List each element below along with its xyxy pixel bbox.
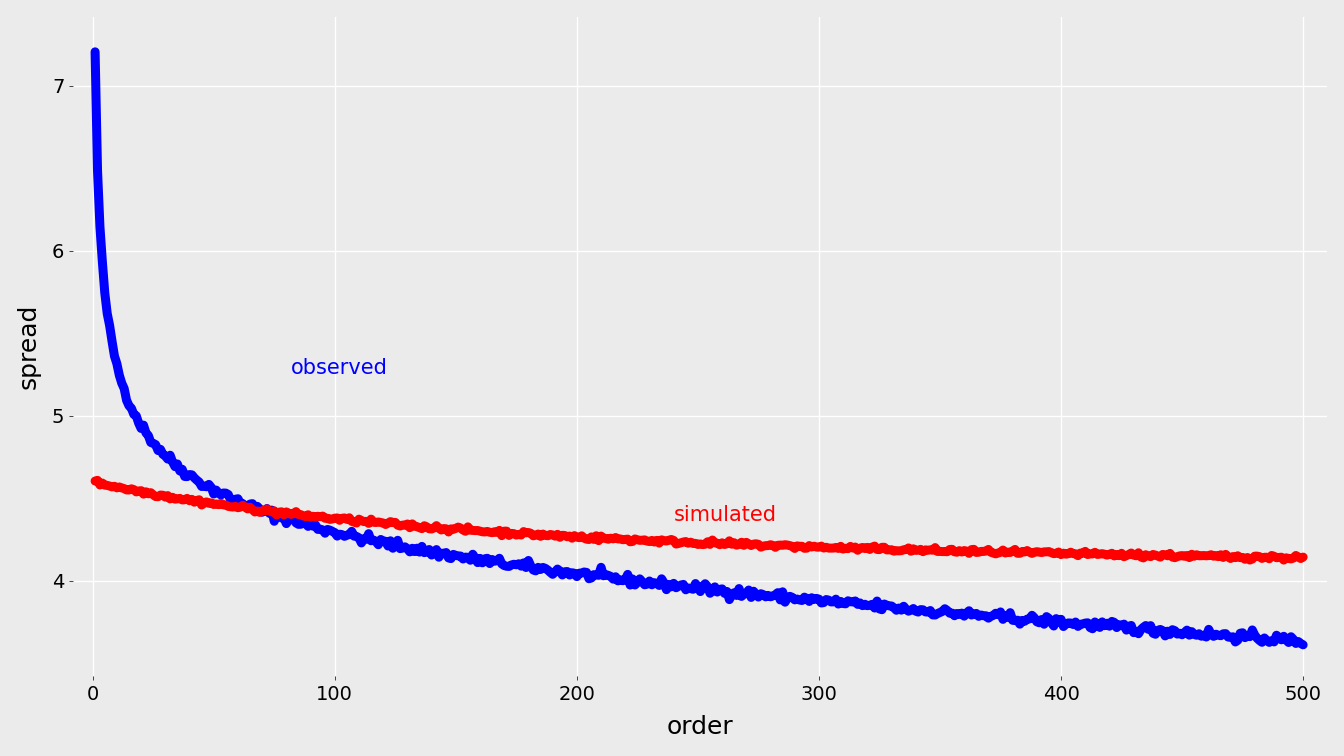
X-axis label: order: order [667, 715, 734, 739]
Y-axis label: spread: spread [16, 304, 40, 389]
Text: observed: observed [292, 358, 388, 379]
Text: simulated: simulated [673, 505, 777, 525]
